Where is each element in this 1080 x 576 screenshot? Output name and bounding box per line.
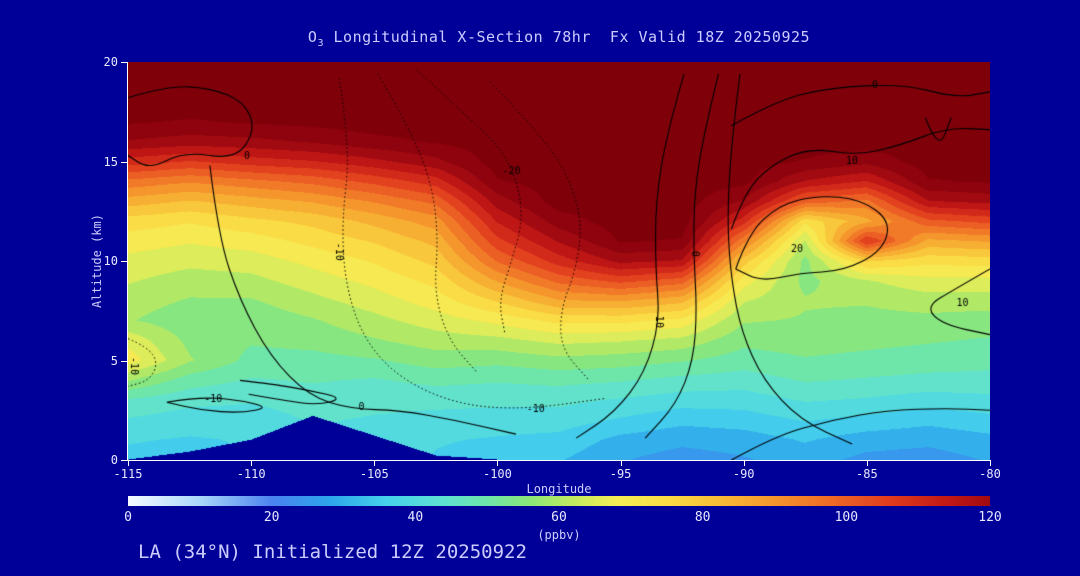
x-axis-title: Longitude [526,482,592,496]
colorbar-tick-label: 80 [694,510,711,525]
y-tick-mark [121,261,127,262]
y-tick-label: 15 [103,154,118,169]
y-tick-mark [121,460,127,461]
x-tick-mark [497,461,499,466]
x-tick-mark [374,461,376,466]
y-tick-label: 5 [110,353,118,368]
colorbar-tick-label: 40 [407,510,424,525]
colorbar-tick-label: 0 [124,510,132,525]
x-tick-mark [251,461,253,466]
init-note: LA (34°N) Initialized 12Z 20250922 [138,541,527,563]
x-tick-label: -90 [732,467,755,481]
x-tick-mark [990,461,991,466]
x-tick-label: -100 [482,467,512,481]
colorbar-canvas [128,496,990,506]
y-tick-label: 10 [103,254,118,268]
y-tick-label: 0 [110,453,118,467]
colorbar-tick-label: 100 [834,510,859,525]
x-tick-mark [743,461,745,466]
title-species: O [307,28,318,46]
colorbar-units: (ppbv) [537,528,581,542]
x-tick-label: -95 [609,467,632,481]
x-tick-label: -115 [113,467,143,481]
x-tick-label: -105 [359,467,389,481]
x-tick-mark [866,461,868,466]
y-tick-mark [121,62,127,63]
x-tick-mark [620,461,622,466]
y-tick-mark [121,360,127,362]
y-axis-line [127,62,128,461]
y-tick-label: 20 [103,55,118,69]
x-tick-label: -80 [979,467,1001,481]
colorbar-tick-label: 20 [263,510,280,525]
x-tick-label: -85 [856,467,878,481]
y-tick-mark [121,161,127,163]
colorbar-tick-label: 120 [978,510,1002,525]
chart-title: O3 Longitudinal X-Section 78hr Fx Valid … [128,28,990,49]
colorbar-tick-label: 60 [551,510,567,525]
title-species-subscript: 3 [317,38,324,49]
heatmap-canvas [128,62,990,460]
x-tick-mark [128,461,129,466]
title-text: Longitudinal X-Section 78hr Fx Valid 18Z… [323,28,811,46]
x-axis-line [127,460,991,461]
x-tick-label: -110 [236,467,266,481]
